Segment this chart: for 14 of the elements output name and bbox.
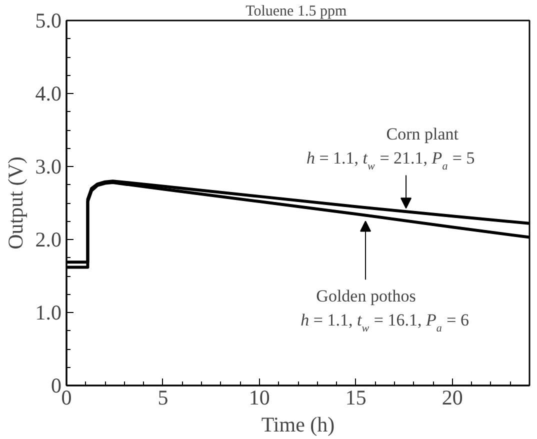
- y-axis-title: Output (V): [3, 156, 28, 250]
- chart-title: Toluene 1.5 ppm: [246, 4, 347, 20]
- x-tick-label: 10: [248, 386, 270, 410]
- y-tick-label: 3.0: [35, 154, 62, 178]
- annotation: Corn plant: [386, 124, 459, 144]
- x-tick-label: 20: [442, 386, 463, 410]
- annotation: Golden pothos: [316, 286, 416, 306]
- y-tick-label: 2.0: [35, 228, 62, 252]
- y-tick-label: 1.0: [35, 300, 62, 324]
- x-tick-label: 15: [345, 386, 366, 410]
- y-tick-label: 4.0: [35, 82, 62, 106]
- y-tick-label: 5.0: [35, 8, 62, 32]
- x-axis-title: Time (h): [261, 412, 335, 436]
- x-tick-label: 5: [158, 386, 168, 410]
